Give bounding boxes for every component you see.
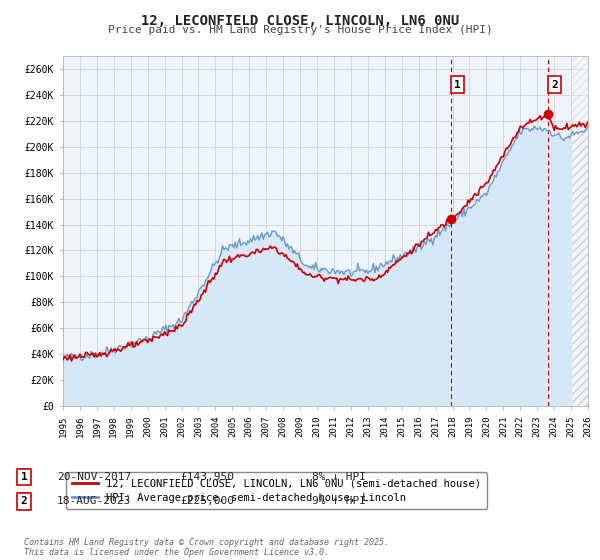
Text: 2: 2 <box>551 80 558 90</box>
Text: Price paid vs. HM Land Registry's House Price Index (HPI): Price paid vs. HM Land Registry's House … <box>107 25 493 35</box>
Text: 1: 1 <box>454 80 461 90</box>
Text: 8% ↓ HPI: 8% ↓ HPI <box>312 472 366 482</box>
Text: Contains HM Land Registry data © Crown copyright and database right 2025.
This d: Contains HM Land Registry data © Crown c… <box>24 538 389 557</box>
Text: £225,000: £225,000 <box>180 496 234 506</box>
Text: 9% ↑ HPI: 9% ↑ HPI <box>312 496 366 506</box>
Text: 12, LECONFIELD CLOSE, LINCOLN, LN6 0NU: 12, LECONFIELD CLOSE, LINCOLN, LN6 0NU <box>141 14 459 28</box>
Text: 18-AUG-2023: 18-AUG-2023 <box>57 496 131 506</box>
Legend: 12, LECONFIELD CLOSE, LINCOLN, LN6 0NU (semi-detached house), HPI: Average price: 12, LECONFIELD CLOSE, LINCOLN, LN6 0NU (… <box>65 473 487 509</box>
Text: £143,950: £143,950 <box>180 472 234 482</box>
Text: 2: 2 <box>20 496 28 506</box>
Text: 20-NOV-2017: 20-NOV-2017 <box>57 472 131 482</box>
Text: 1: 1 <box>20 472 28 482</box>
